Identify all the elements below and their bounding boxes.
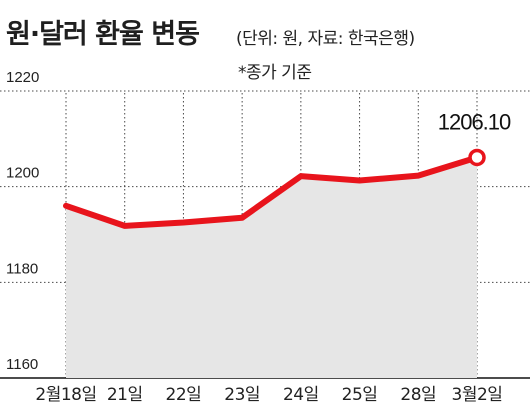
x-tick-label: 28일 xyxy=(400,385,436,405)
series-line xyxy=(63,154,480,229)
x-tick-label: 24일 xyxy=(283,385,319,405)
x-tick-label: 23일 xyxy=(224,385,260,405)
chart-title: 원·달러 환율 변동 xyxy=(6,19,200,50)
area-layer xyxy=(66,157,477,378)
x-tick-label: 3월2일 xyxy=(452,385,503,405)
x-tick-label: 21일 xyxy=(107,385,143,405)
data-point xyxy=(468,148,486,167)
y-tick-label: 1160 xyxy=(6,356,38,373)
chart-note: *종가 기준 xyxy=(238,63,312,83)
y-tick-label: 1220 xyxy=(6,69,39,86)
annotation-label: 1206.10 xyxy=(438,109,511,134)
x-tick-label: 2월18일 xyxy=(35,385,96,405)
label-layer: 1220 1200 1180 1160 1206.10 2월18일 21일 22일 23일 24일… xyxy=(6,69,512,405)
x-tick-label: 22일 xyxy=(166,385,202,405)
chart-subtitle: (단위: 원, 자료: 한국은행) xyxy=(236,29,415,49)
line-layer xyxy=(63,148,486,229)
x-tick-label: 25일 xyxy=(342,385,378,405)
y-tick-label: 1180 xyxy=(6,260,38,277)
area-fill xyxy=(66,157,477,378)
y-tick-label: 1200 xyxy=(6,165,39,182)
